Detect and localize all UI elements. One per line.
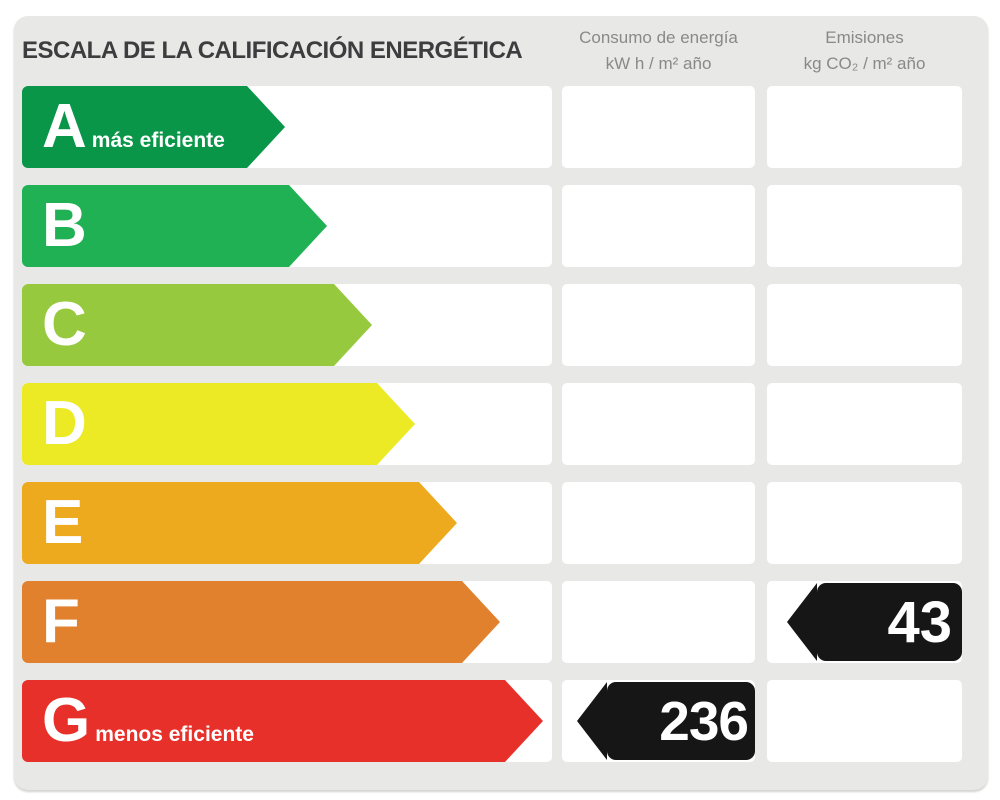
rating-row-g: G menos eficiente 236 <box>22 680 988 762</box>
rating-row-f: F 43 <box>22 581 988 663</box>
scale-cell-d: D <box>22 383 552 465</box>
rating-letter-f: F <box>42 587 80 656</box>
bar-arrow-tip <box>247 86 285 168</box>
rating-bar-a: A más eficiente <box>22 86 285 168</box>
bar-arrow-tip <box>334 284 372 366</box>
rating-row-a: A más eficiente <box>22 86 988 168</box>
table-header: ESCALA DE LA CALIFICACIÓN ENERGÉTICA Con… <box>22 16 988 86</box>
rating-label-a: más eficiente <box>91 129 225 152</box>
scale-cell-g: G menos eficiente <box>22 680 552 762</box>
rating-letter-b: B <box>42 191 87 260</box>
consumption-value: 236 <box>659 690 749 752</box>
emissions-value: 43 <box>887 589 952 655</box>
page-title: ESCALA DE LA CALIFICACIÓN ENERGÉTICA <box>22 37 523 65</box>
consumption-cell-c <box>562 284 755 366</box>
rating-letter-g: G <box>42 686 91 755</box>
rating-bar-b: B <box>22 185 327 267</box>
emissions-cell-c <box>767 284 962 366</box>
consumption-value-pointer: 236 <box>577 682 755 760</box>
scale-cell-e: E <box>22 482 552 564</box>
emissions-header-line1: Emisiones <box>825 27 904 47</box>
pointer-left-tip <box>787 583 817 661</box>
emissions-cell-f: 43 <box>767 581 962 663</box>
consumption-cell-e <box>562 482 755 564</box>
rating-row-d: D <box>22 383 988 465</box>
scale-cell-a: A más eficiente <box>22 86 552 168</box>
pointer-left-tip <box>577 682 607 760</box>
rating-letter-a: A <box>42 92 87 161</box>
emissions-cell-a <box>767 86 962 168</box>
consumption-cell-d <box>562 383 755 465</box>
rating-row-b: B <box>22 185 988 267</box>
rating-bar-d: D <box>22 383 415 465</box>
rating-row-c: C <box>22 284 988 366</box>
rating-row-e: E <box>22 482 988 564</box>
emissions-cell-b <box>767 185 962 267</box>
scale-cell-c: C <box>22 284 552 366</box>
rating-bar-c: C <box>22 284 372 366</box>
consumption-cell-f <box>562 581 755 663</box>
rating-letter-c: C <box>42 290 87 359</box>
bar-arrow-tip <box>462 581 500 663</box>
scale-cell-f: F <box>22 581 552 663</box>
rating-bar-f: F <box>22 581 500 663</box>
emissions-cell-g <box>767 680 962 762</box>
emissions-value-pointer: 43 <box>787 583 962 661</box>
consumption-header-line1: Consumo de energía <box>579 27 738 47</box>
bar-arrow-tip <box>505 680 543 762</box>
consumption-column-header: Consumo de energía kW h / m² año <box>562 25 755 78</box>
emissions-cell-e <box>767 482 962 564</box>
rating-letter-e: E <box>42 488 84 557</box>
emissions-column-header: Emisiones kg CO₂ / m² año <box>767 25 962 78</box>
emissions-cell-d <box>767 383 962 465</box>
scale-cell-b: B <box>22 185 552 267</box>
consumption-cell-a <box>562 86 755 168</box>
consumption-header-line2: kW h / m² año <box>605 54 712 73</box>
bar-arrow-tip <box>289 185 327 267</box>
rating-bar-g: G menos eficiente <box>22 680 543 762</box>
bar-arrow-tip <box>377 383 415 465</box>
consumption-cell-b <box>562 185 755 267</box>
energy-scale-panel: ESCALA DE LA CALIFICACIÓN ENERGÉTICA Con… <box>14 16 988 790</box>
bar-arrow-tip <box>419 482 457 564</box>
rating-letter-d: D <box>42 389 87 458</box>
rating-bar-e: E <box>22 482 457 564</box>
consumption-cell-g: 236 <box>562 680 755 762</box>
rating-label-g: menos eficiente <box>95 723 254 746</box>
emissions-header-line2: kg CO₂ / m² año <box>803 54 926 73</box>
